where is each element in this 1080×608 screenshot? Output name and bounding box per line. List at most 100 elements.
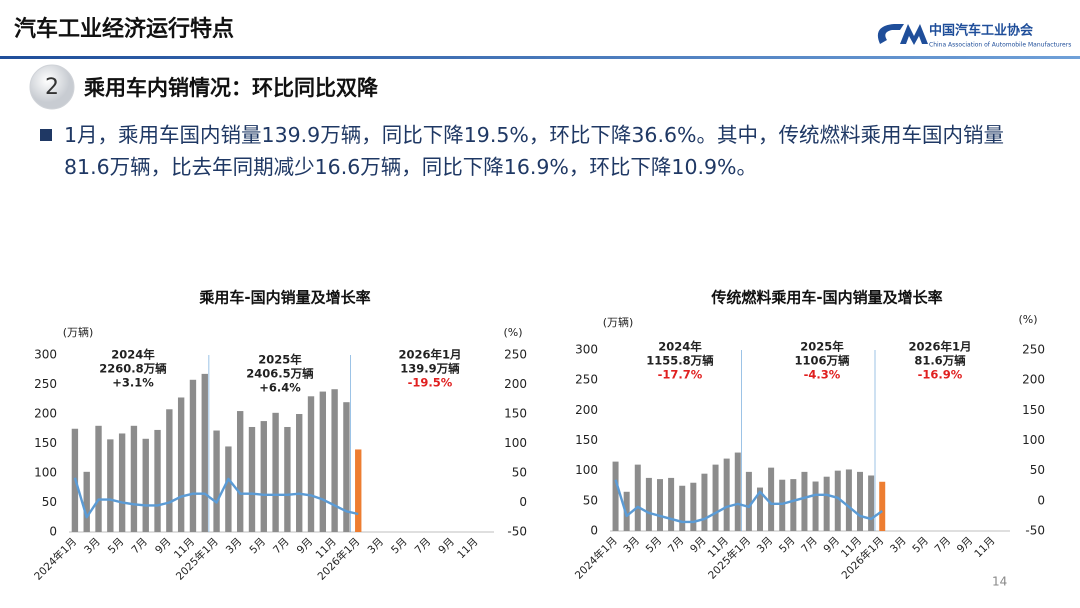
y-tick-label: 50 [42, 495, 57, 509]
y-tick-label: 250 [34, 377, 57, 391]
page-number: 14 [992, 575, 1007, 589]
bar [272, 412, 279, 532]
bar [745, 471, 752, 531]
x-tick-label: 5月 [389, 536, 410, 557]
annotation-volume: 2406.5万辆 [246, 367, 314, 381]
section-title: 乘用车内销情况：环比同比双降 [83, 76, 379, 100]
bar [248, 426, 256, 532]
bar [712, 464, 719, 531]
x-tick-label: 11月 [972, 535, 997, 560]
x-tick-label: 5月 [247, 536, 268, 557]
y2-axis-label: (%) [1018, 313, 1037, 326]
section-number: 2 [45, 75, 59, 100]
annotation-growth: +3.1% [112, 376, 154, 390]
annotation-volume: 2260.8万辆 [99, 362, 167, 376]
x-tick-label: 7月 [129, 536, 150, 557]
growth-line [73, 477, 359, 519]
annotation-period: 2026年1月 [398, 348, 461, 362]
annotation-growth: +6.4% [259, 381, 301, 395]
x-tick-label: 11月 [455, 536, 480, 561]
bar [801, 471, 808, 531]
x-tick-label: 9月 [295, 536, 316, 557]
annotation-period: 2024年 [111, 348, 155, 362]
logo-icon [877, 24, 928, 45]
x-tick-label: 5月 [777, 535, 798, 556]
x-tick-label: 5月 [644, 535, 665, 556]
bar [189, 379, 197, 532]
x-tick-label: 7月 [799, 535, 820, 556]
x-tick-label: 3月 [224, 536, 245, 557]
bar [768, 467, 775, 531]
bar [690, 482, 697, 531]
bar [668, 477, 675, 531]
y2-axis-label: (%) [503, 326, 522, 339]
bar [296, 414, 303, 532]
x-tick-label: 3月 [888, 535, 909, 556]
y2-tick-label: 150 [504, 407, 527, 421]
bar [236, 411, 244, 532]
x-tick-label: 3月 [755, 535, 776, 556]
bar [142, 438, 149, 532]
bar [645, 477, 652, 531]
annotation-volume: 81.6万辆 [914, 354, 966, 368]
bar [83, 471, 90, 532]
bar [845, 469, 852, 531]
y2-tick-label: 200 [1022, 373, 1045, 387]
x-tick-label: 3月 [82, 536, 103, 557]
bar [355, 449, 362, 532]
y2-tick-label: 100 [1022, 433, 1045, 447]
bar [166, 409, 173, 532]
y2-tick-label: 100 [504, 436, 527, 450]
bar [879, 481, 886, 531]
bar [657, 479, 663, 531]
annotation-volume: 1106万辆 [794, 354, 850, 368]
bar [107, 439, 114, 532]
y2-tick-label: 200 [504, 377, 527, 391]
growth-line [614, 479, 883, 524]
bar [284, 426, 291, 532]
annotation-growth: -17.7% [658, 368, 703, 382]
bar [757, 487, 763, 531]
y-tick-label: 150 [34, 436, 57, 450]
bar [812, 481, 819, 531]
bar [343, 402, 350, 532]
annotation-period: 2025年 [258, 353, 302, 367]
bar [857, 471, 863, 531]
bar [823, 476, 830, 531]
y2-tick-label: 0 [519, 495, 527, 509]
y-tick-label: 100 [575, 463, 598, 477]
y-tick-label: 50 [583, 493, 598, 507]
x-tick-label: 9月 [436, 536, 457, 557]
chart-title: 传统燃料乘用车-国内销量及增长率 [710, 289, 942, 307]
x-tick-label: 2024年1月 [572, 534, 620, 582]
bar [260, 421, 267, 532]
y-tick-label: 250 [575, 373, 598, 387]
bar [734, 452, 741, 531]
y-axis-label: (万辆) [603, 315, 634, 329]
x-tick-label: 5月 [910, 535, 931, 556]
x-tick-label: 7月 [413, 536, 434, 557]
bar [779, 479, 786, 531]
bullet-square [40, 129, 52, 141]
bar [701, 473, 708, 531]
bullet-text: 1月，乘用车国内销量139.9万辆，同比下降19.5%，环比下降36.6%。其中… [64, 123, 1004, 179]
bar [623, 491, 630, 531]
x-tick-label: 3月 [365, 536, 386, 557]
annotation-period: 2025年 [800, 340, 844, 354]
bar [679, 485, 686, 531]
y-tick-label: 200 [575, 403, 598, 417]
bar [634, 464, 641, 531]
x-tick-label: 7月 [271, 536, 292, 557]
x-tick-label: 7月 [666, 535, 687, 556]
annotation-growth: -19.5% [408, 376, 453, 390]
y-tick-label: 100 [34, 466, 57, 480]
annotation-growth: -16.9% [918, 368, 963, 382]
y-tick-label: 200 [34, 407, 57, 421]
bar [154, 429, 161, 532]
bar [213, 430, 220, 532]
annotation-period: 2024年 [658, 340, 702, 354]
y2-tick-label: 250 [504, 348, 527, 362]
bar [834, 470, 841, 531]
page-title: 汽车工业经济运行特点 [14, 16, 234, 42]
